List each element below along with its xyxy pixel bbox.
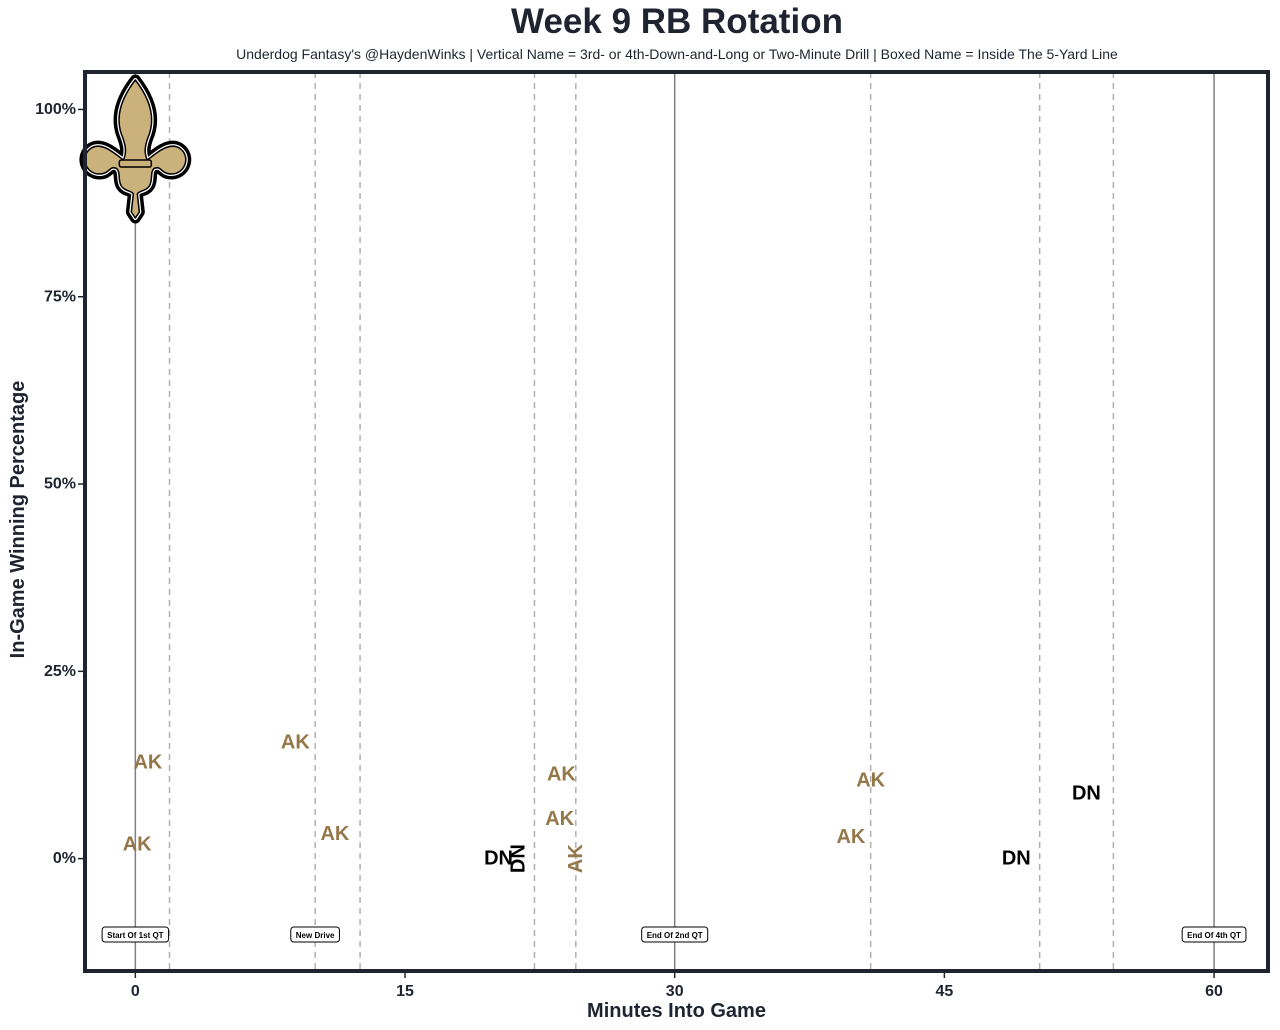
rb-point-label: AK <box>133 752 162 774</box>
x-tick-label: 15 <box>396 983 414 1000</box>
logo-band <box>118 159 153 168</box>
vertical-lines-layer <box>134 72 1215 971</box>
annotation-box <box>290 926 340 943</box>
y-tick-label: 0% <box>53 850 76 867</box>
rb-point-label: AK <box>547 764 576 786</box>
logo-fill <box>84 79 187 219</box>
plot-frame <box>83 70 1270 973</box>
rb-point-label: AK <box>281 732 310 754</box>
fleur-de-lis-icon <box>79 74 192 224</box>
rb-point-label: DN <box>1072 782 1101 804</box>
y-tick-label: 50% <box>44 476 76 493</box>
annotation-box <box>1181 926 1247 943</box>
chart-title: Week 9 RB Rotation <box>511 2 843 41</box>
y-tick-label: 75% <box>44 288 76 305</box>
rb-point-label: AK <box>123 833 152 855</box>
x-tick-label: 30 <box>666 983 684 1000</box>
annotation-layer: Start Of 1st QT New Drive End Of 2nd QT End… <box>101 926 1247 943</box>
annotation-label: End Of 4th QT <box>1187 931 1241 940</box>
annotation-label: New Drive <box>296 931 335 940</box>
x-tick-label: 60 <box>1205 983 1223 1000</box>
y-tick-label: 25% <box>44 663 76 680</box>
x-tick-label: 0 <box>131 983 140 1000</box>
rb-point-label: AK <box>320 823 349 845</box>
x-tick-label: 45 <box>935 983 953 1000</box>
annotation-box <box>101 926 170 943</box>
annotation-label: End Of 2nd QT <box>647 931 703 940</box>
rb-point-label: AK <box>856 770 885 792</box>
rb-point-label: AK <box>545 808 574 830</box>
y-tick-label: 100% <box>35 101 76 118</box>
rb-point-label: AK <box>836 826 865 848</box>
rb-point-label: AK <box>565 844 587 873</box>
y-axis-label: In-Game Winning Percentage <box>7 381 29 659</box>
rb-point-label: DN <box>507 844 529 873</box>
annotation-box <box>641 926 709 943</box>
logo-group <box>79 74 192 224</box>
chart-subtitle: Underdog Fantasy's @HaydenWinks | Vertic… <box>236 46 1118 62</box>
ticks-layer: 0 15 30 45 60 0% 25% 50% 75% 100% <box>35 101 1223 1000</box>
rb-point-label: DN <box>484 848 513 870</box>
rb-point-label: DN <box>1002 848 1031 870</box>
x-axis-label: Minutes Into Game <box>587 1000 766 1022</box>
annotation-label: Start Of 1st QT <box>107 931 164 940</box>
